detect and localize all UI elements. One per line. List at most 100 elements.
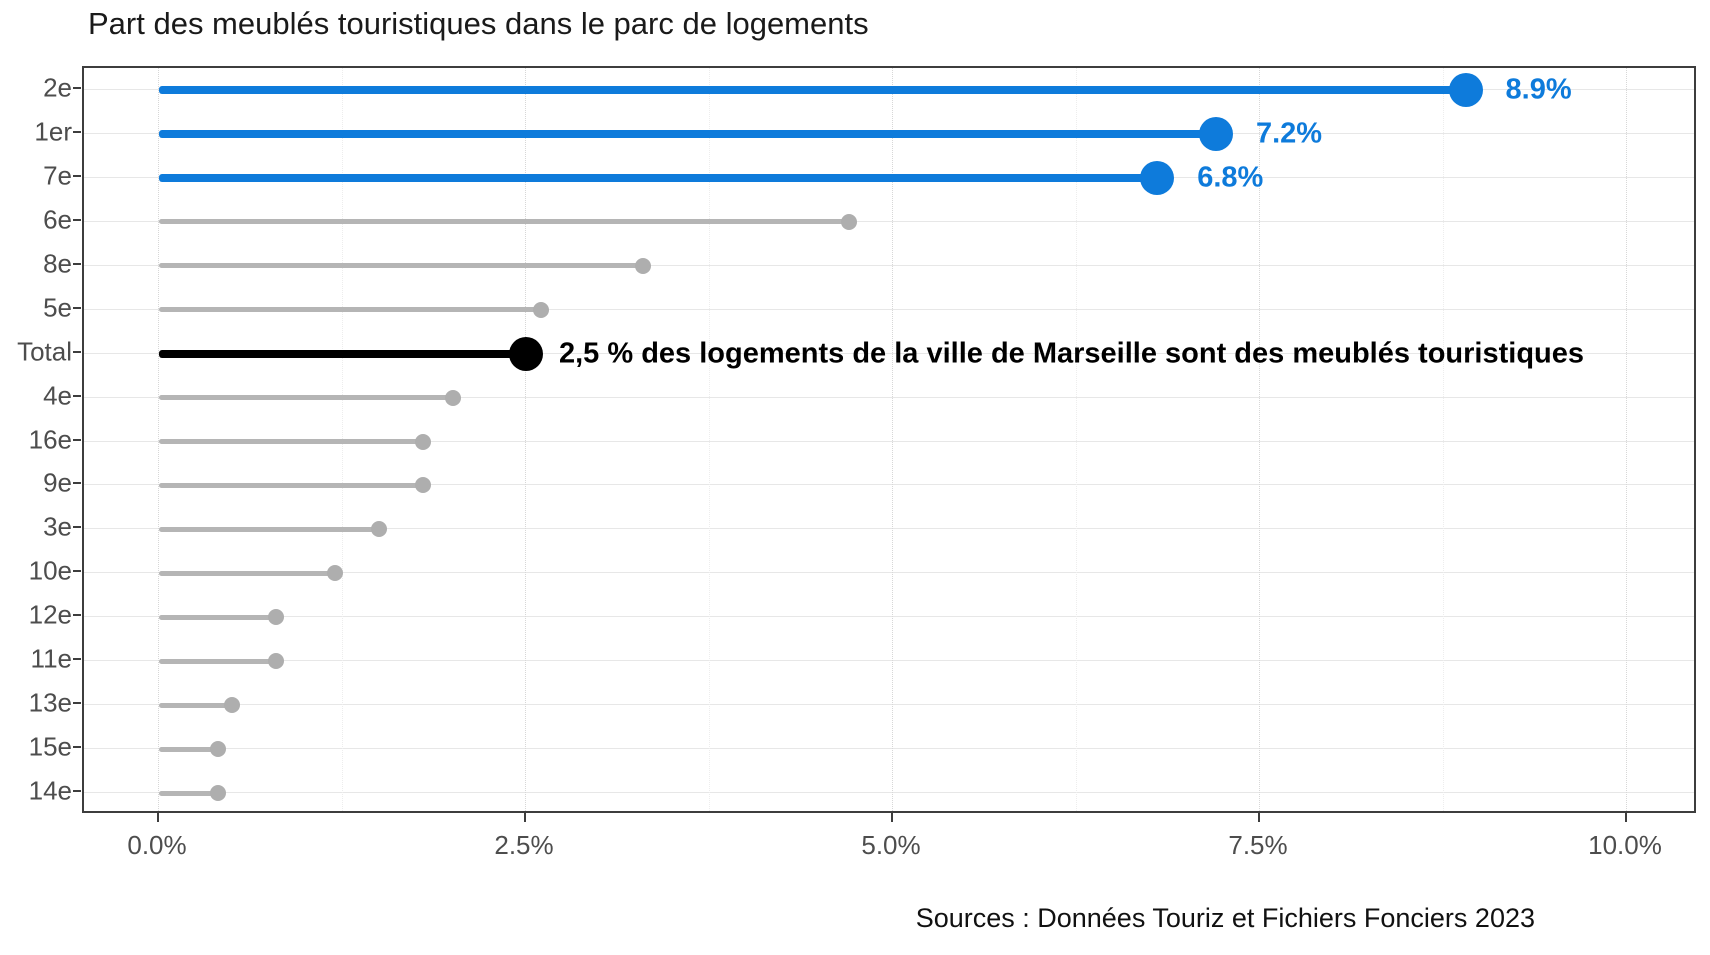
x-axis-tick (891, 813, 893, 822)
y-axis-tick (73, 438, 81, 441)
gridline-v-minor (1442, 68, 1444, 811)
gridline-h (84, 792, 1694, 794)
gridline-h (84, 440, 1694, 442)
gridline-v-minor (708, 68, 710, 811)
y-axis-label: Total (17, 336, 72, 367)
y-axis-tick (73, 218, 81, 221)
y-axis-label: 16e (28, 424, 72, 454)
lollipop-line (159, 570, 336, 576)
y-axis-label: 10e (28, 555, 72, 586)
lollipop-dot (1140, 160, 1175, 195)
gridline-h (84, 704, 1694, 706)
x-axis-tick-label: 7.5% (1228, 830, 1288, 860)
x-axis-tick (157, 813, 159, 822)
x-axis-tick-label: 5.0% (861, 830, 921, 860)
lollipop-dot (209, 785, 226, 802)
y-axis-tick (73, 658, 81, 661)
y-axis-tick (73, 482, 81, 485)
gridline-v-minor (1075, 68, 1077, 811)
source-caption: Sources : Données Touriz et Fichiers Fon… (915, 903, 1535, 933)
y-axis-label: 15e (28, 731, 72, 762)
y-axis-label: 6e (43, 204, 72, 235)
lollipop-dot (415, 433, 432, 450)
y-axis-tick (73, 262, 81, 265)
lollipop-dot (268, 609, 285, 626)
gridline-v-major (1259, 68, 1260, 811)
lollipop-line (159, 790, 218, 796)
lollipop-line (159, 219, 849, 225)
gridline-h (84, 396, 1694, 398)
gridline-h (84, 484, 1694, 486)
y-axis-tick (73, 306, 81, 309)
lollipop-line (159, 658, 277, 664)
value-label: 6.8% (1197, 161, 1264, 194)
lollipop-dot (840, 213, 857, 230)
total-annotation: 2,5 % des logements de la ville de Marse… (559, 337, 1585, 370)
gridline-v-major (892, 68, 893, 811)
lollipop-dot (327, 565, 344, 582)
lollipop-line (159, 173, 1158, 182)
lollipop-dot (268, 653, 285, 670)
lollipop-dot (415, 477, 432, 494)
y-axis-label: 13e (28, 687, 72, 718)
lollipop-line (159, 395, 453, 401)
lollipop-line (159, 129, 1216, 138)
x-axis-tick-label: 10.0% (1588, 830, 1662, 860)
y-axis-label: 2e (43, 72, 72, 103)
x-axis-tick (1625, 813, 1627, 822)
lollipop-dot (224, 697, 241, 714)
lollipop-dot (509, 336, 543, 371)
y-axis-label: 3e (43, 511, 72, 542)
lollipop-dot (1448, 72, 1483, 107)
chart-title: Part des meublés touristiques dans le pa… (88, 6, 869, 41)
lollipop-line (159, 439, 424, 444)
y-axis-tick (73, 174, 81, 177)
y-axis-label: 12e (28, 599, 72, 630)
lollipop-line (159, 482, 424, 488)
gridline-v-major (1626, 68, 1627, 811)
lollipop-dot (532, 301, 549, 318)
y-axis-label: 1er (34, 116, 72, 147)
y-axis-tick (73, 350, 81, 353)
gridline-h (84, 264, 1694, 266)
gridline-v-major (158, 68, 159, 811)
plot-panel: 8.9% 7.2% 6.8% 2,5 % des logements de la vi… (82, 66, 1696, 813)
gridline-h (84, 660, 1694, 662)
y-axis-label: 14e (28, 775, 72, 806)
x-axis-tick (1258, 813, 1260, 822)
y-axis-tick (73, 130, 81, 133)
y-axis-tick (73, 790, 81, 793)
value-label: 8.9% (1505, 73, 1572, 106)
gridline-h (84, 572, 1694, 574)
value-label: 7.2% (1255, 117, 1323, 150)
lollipop-dot (1198, 116, 1233, 151)
y-axis-tick (73, 746, 81, 749)
gridline-h (84, 220, 1694, 222)
lollipop-line (159, 349, 526, 358)
lollipop-dot (635, 257, 652, 274)
y-axis-tick (73, 614, 81, 617)
lollipop-line (159, 263, 644, 269)
gridline-h (84, 616, 1694, 618)
gridline-h (84, 308, 1694, 310)
gridline-h (84, 528, 1694, 530)
y-axis-label: 11e (30, 643, 72, 674)
y-axis-label: 5e (43, 292, 72, 323)
lollipop-dot (371, 521, 388, 538)
lollipop-dot (209, 741, 226, 758)
y-axis-label: 9e (43, 467, 72, 498)
lollipop-line (159, 526, 380, 532)
gridline-v-major (525, 68, 526, 811)
lollipop-dot (444, 389, 461, 406)
lollipop-line (159, 614, 277, 620)
y-axis-tick (73, 394, 81, 397)
y-axis-label: 4e (43, 380, 72, 411)
gridline-h (84, 748, 1694, 750)
y-axis-tick (73, 86, 81, 89)
x-axis-tick-label: 0.0% (127, 830, 187, 860)
gridline-h (84, 352, 1694, 354)
x-axis-tick (524, 813, 526, 822)
lollipop-line (159, 746, 218, 752)
lollipop-line (159, 702, 233, 708)
